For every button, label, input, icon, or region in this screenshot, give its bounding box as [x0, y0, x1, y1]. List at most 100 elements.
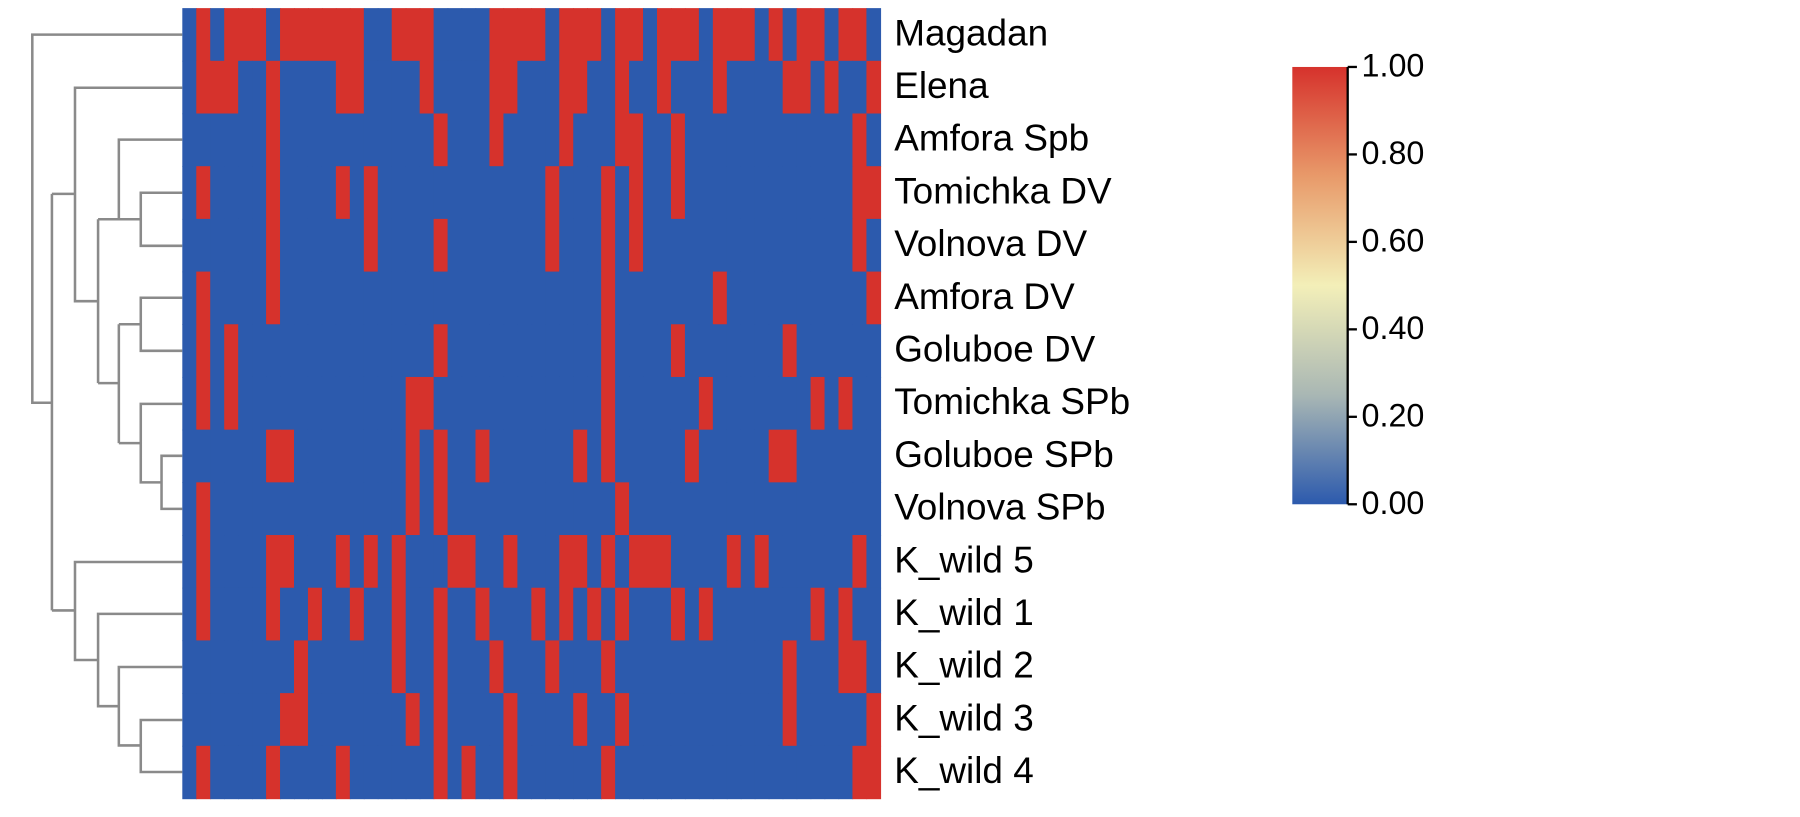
heatmap-cell — [782, 693, 798, 747]
heatmap-cell — [419, 8, 435, 62]
heatmap-cell — [503, 8, 519, 62]
heatmap-cell — [363, 324, 379, 378]
heatmap-cell — [377, 429, 393, 484]
heatmap-cell — [698, 166, 714, 220]
heatmap-cell — [294, 324, 309, 378]
heatmap-cell — [489, 745, 505, 800]
row-label: Tomichka SPb — [894, 381, 1130, 422]
heatmap-cell — [405, 166, 421, 220]
heatmap-cell — [712, 113, 728, 167]
heatmap-cell — [405, 535, 421, 589]
heatmap-cell — [796, 271, 812, 325]
heatmap-cell — [280, 376, 295, 431]
heatmap-cell — [280, 60, 295, 115]
heatmap-cell — [280, 113, 295, 167]
heatmap-cell — [684, 113, 700, 167]
dendrogram — [31, 33, 183, 774]
heatmap-cell — [419, 376, 435, 431]
heatmap-cell — [461, 324, 477, 378]
heatmap-cell — [461, 218, 477, 273]
heatmap-cell — [349, 429, 365, 484]
heatmap-cell — [712, 745, 728, 800]
heatmap-cell — [321, 324, 337, 378]
heatmap-cell — [852, 640, 868, 694]
heatmap-cell — [433, 482, 449, 536]
heatmap-cell — [838, 587, 854, 642]
heatmap-cell — [796, 640, 812, 694]
heatmap-cell — [698, 587, 714, 642]
heatmap-cell — [252, 218, 267, 273]
heatmap-cell — [712, 271, 728, 325]
heatmap-cell — [587, 429, 602, 484]
heatmap-cell — [433, 535, 449, 589]
heatmap-cell — [684, 60, 700, 115]
heatmap-cell — [601, 376, 616, 431]
heatmap-cell — [391, 60, 407, 115]
heatmap-cell — [447, 482, 463, 536]
heatmap-cell — [643, 113, 658, 167]
heatmap-cell — [559, 693, 574, 747]
heatmap-cell — [866, 745, 882, 800]
heatmap-cell — [503, 693, 519, 747]
heatmap-cell — [349, 535, 365, 589]
heatmap-cell — [559, 376, 574, 431]
heatmap-cell — [461, 376, 477, 431]
heatmap-cell — [824, 482, 840, 536]
heatmap-cell — [712, 8, 728, 62]
heatmap-cell — [335, 113, 351, 167]
heatmap-cell — [573, 640, 588, 694]
heatmap-cell — [852, 745, 868, 800]
heatmap-cell — [657, 166, 672, 220]
heatmap-cell — [559, 429, 574, 484]
heatmap-cell — [559, 745, 574, 800]
heatmap-cell — [615, 535, 630, 589]
heatmap-cell — [419, 640, 435, 694]
colorbar — [1292, 66, 1348, 505]
heatmap-cell — [587, 376, 602, 431]
heatmap-cell — [419, 166, 435, 220]
heatmap-cell — [447, 745, 463, 800]
heatmap-cell — [391, 8, 407, 62]
heatmap-cell — [768, 429, 784, 484]
heatmap-cell — [782, 587, 798, 642]
heatmap-cell — [573, 113, 588, 167]
heatmap-cell — [266, 429, 281, 484]
heatmap-cell — [294, 218, 309, 273]
heatmap-cell — [615, 745, 630, 800]
heatmap-cell — [629, 587, 644, 642]
heatmap-cell — [698, 745, 714, 800]
heatmap-cell — [266, 218, 281, 273]
heatmap-cell — [321, 693, 337, 747]
heatmap-cell — [335, 324, 351, 378]
heatmap-cell — [601, 113, 616, 167]
heatmap-cell — [573, 8, 588, 62]
heatmap-cell — [210, 640, 225, 694]
row-label: Volnova DV — [894, 223, 1087, 264]
heatmap-cell — [684, 640, 700, 694]
heatmap-cell — [852, 429, 868, 484]
heatmap-cell — [447, 587, 463, 642]
heatmap-cell — [629, 271, 644, 325]
heatmap-cell — [657, 324, 672, 378]
heatmap-cell — [238, 60, 253, 115]
heatmap-cell — [349, 271, 365, 325]
heatmap-cell — [489, 376, 505, 431]
heatmap-cell — [349, 745, 365, 800]
heatmap-cell — [545, 166, 560, 220]
heatmap-cell — [391, 640, 407, 694]
heatmap-cell — [266, 482, 281, 536]
heatmap-cell — [321, 113, 337, 167]
heatmap-cell — [866, 166, 882, 220]
heatmap-cell — [810, 745, 826, 800]
heatmap-cell — [433, 693, 449, 747]
heatmap-cell — [266, 60, 281, 115]
heatmap-cell — [489, 271, 505, 325]
heatmap-cell — [182, 8, 197, 62]
heatmap-cell — [726, 482, 742, 536]
heatmap-cell — [726, 376, 742, 431]
heatmap-cell — [419, 271, 435, 325]
heatmap-cell — [294, 640, 309, 694]
heatmap-cell — [503, 60, 519, 115]
heatmap-cell — [796, 745, 812, 800]
heatmap-cell — [266, 535, 281, 589]
